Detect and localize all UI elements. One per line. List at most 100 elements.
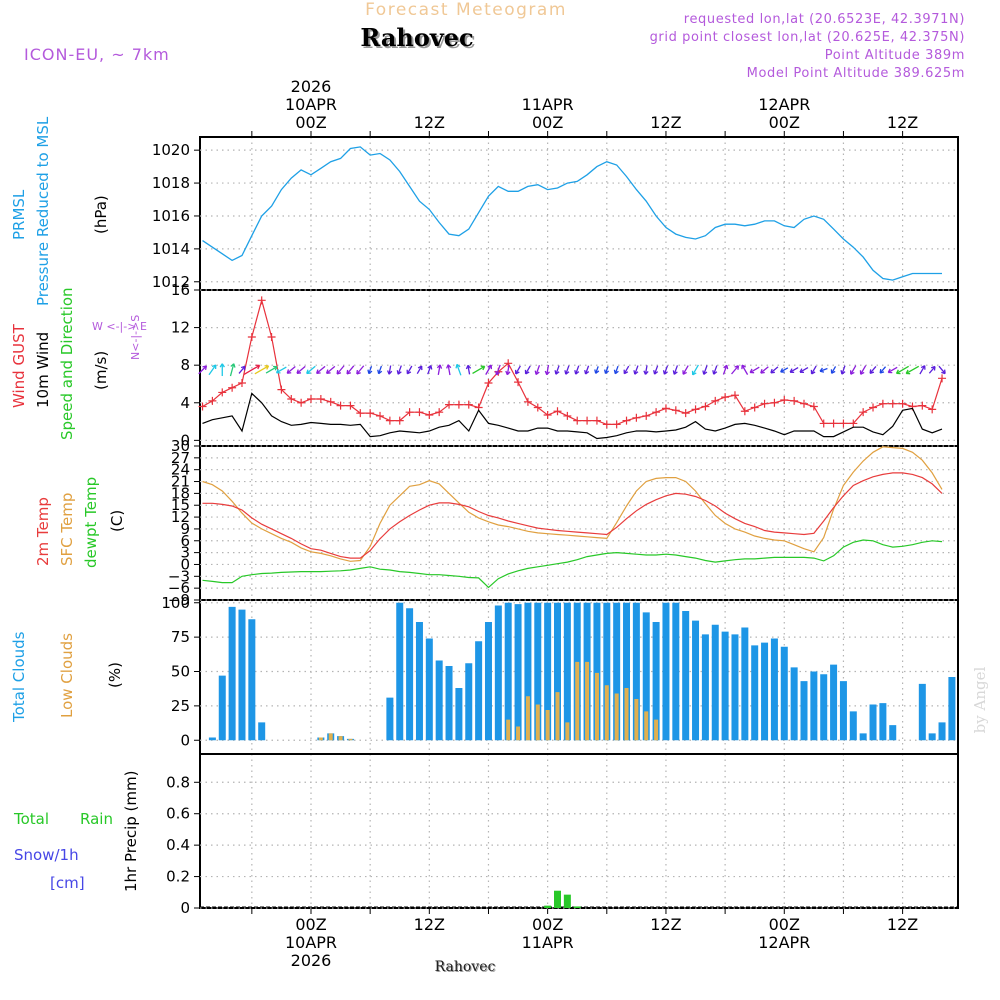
total-cloud-bar	[810, 671, 818, 741]
total-cloud-bar	[455, 688, 463, 741]
total-cloud-bar	[228, 606, 236, 741]
wind-arrow	[887, 366, 898, 374]
wind-arrow	[427, 365, 433, 375]
wind-arrow-head	[264, 365, 270, 370]
gust-marker	[681, 409, 690, 418]
ytick-label-p2: 24	[171, 461, 190, 479]
gust-marker	[267, 332, 276, 341]
wind-arrow-shaft	[575, 365, 580, 375]
wind-arrow	[691, 364, 699, 376]
ytick-label-p2: −3	[168, 567, 190, 585]
wind-arrow-shaft	[368, 365, 373, 374]
wind-arrow-head	[255, 364, 261, 370]
gust-marker	[366, 409, 375, 418]
wind-arrow-shaft	[416, 365, 423, 374]
ytick-label-p2: 3	[180, 544, 190, 562]
wind-arrow-head	[849, 370, 855, 375]
low-cloud-bar	[555, 692, 560, 741]
total-cloud-bar	[692, 620, 700, 741]
total-cloud-bar	[711, 624, 719, 741]
total-cloud-bar	[396, 602, 404, 741]
wind-arrow-head	[584, 369, 590, 375]
gust-marker	[395, 416, 404, 425]
gust-marker	[247, 332, 256, 341]
wind-arrow	[346, 365, 355, 375]
gust-marker	[277, 385, 286, 394]
low-cloud-bar	[516, 726, 521, 741]
gust-marker	[859, 408, 868, 417]
ytick-label-p2: 27	[171, 449, 190, 467]
ytick-label-p2: 12	[171, 508, 190, 526]
wind-arrow	[770, 366, 779, 374]
wind-arrow-shaft	[938, 365, 946, 374]
total-cloud-bar	[820, 674, 828, 741]
wind-arrow-head	[230, 363, 236, 368]
wind-arrow	[672, 365, 679, 375]
wind-arrow	[830, 366, 837, 374]
wind-arrow	[879, 366, 887, 374]
wind-arrow-shaft	[254, 365, 269, 375]
wind-arrow	[275, 366, 287, 374]
wind-arrow	[336, 365, 345, 375]
total-cloud-bar	[770, 638, 778, 741]
low-cloud-bar	[506, 719, 511, 741]
wind-arrow-head	[524, 369, 530, 375]
gust-marker	[809, 402, 818, 411]
total-cloud-bar	[662, 602, 670, 741]
product-title: Forecast Meteogram	[365, 0, 567, 20]
gust-marker	[316, 395, 325, 404]
total-cloud-bar	[208, 737, 216, 741]
wind-arrow-shaft	[506, 364, 510, 375]
total-cloud-bar	[741, 627, 749, 741]
wind-arrow	[243, 364, 261, 375]
low-cloud-bar	[614, 693, 619, 741]
temp-2m-label: 2m Temp	[34, 497, 52, 566]
wind-arrow	[603, 366, 610, 374]
total-cloud-bar	[731, 634, 739, 741]
ytick-label-p0: 1016	[152, 207, 190, 225]
total-cloud-bar	[751, 645, 759, 741]
low-cloud-bar	[644, 711, 649, 741]
low-cloud-bar	[634, 699, 639, 741]
wind-arrow	[534, 365, 541, 376]
gust-series	[202, 297, 943, 425]
gust-marker	[642, 411, 651, 420]
wind-arrow	[465, 364, 472, 375]
gust-marker	[336, 401, 345, 410]
low-cloud-bar	[585, 661, 590, 741]
total-cloud-bar	[938, 722, 946, 741]
gust-marker	[898, 399, 907, 408]
total-cloud-bar	[238, 609, 246, 741]
wind-arrow-shaft	[525, 365, 531, 375]
wind-arrow	[472, 365, 486, 374]
gust-marker	[356, 409, 365, 418]
wind-arrow-head	[760, 369, 765, 374]
wind-arrow	[722, 364, 729, 375]
gust-marker	[671, 406, 680, 415]
ytick-label-p3: 0	[180, 731, 190, 749]
wind-arrow	[849, 365, 857, 375]
wind-arrow	[633, 365, 639, 375]
gust-marker	[711, 396, 720, 405]
ytick-label-p2: 0	[180, 555, 190, 573]
ytick-label-p2: 18	[171, 484, 190, 502]
ytick-label-p0: 1020	[152, 141, 190, 159]
total-cloud-bar	[632, 602, 640, 741]
low-cloud-bar	[624, 688, 629, 741]
total-cloud-bar	[603, 602, 611, 741]
wind-arrow-shaft	[388, 365, 392, 375]
gust-marker	[938, 374, 947, 383]
ytick-label-p0: 1012	[152, 273, 190, 291]
wind-arrow-shaft	[722, 365, 728, 375]
gust-marker	[612, 420, 621, 429]
total-cloud-bar	[406, 608, 414, 741]
gust-marker	[523, 397, 532, 406]
wind-arrow-shaft	[770, 366, 779, 374]
time-label-bottom: 00Z	[769, 915, 800, 934]
gust-marker	[622, 416, 631, 425]
footer-location: Rahovec	[435, 959, 496, 975]
wind-arrow	[495, 364, 501, 376]
total-cloud-bar	[415, 622, 423, 741]
wind-arrow	[446, 364, 452, 376]
